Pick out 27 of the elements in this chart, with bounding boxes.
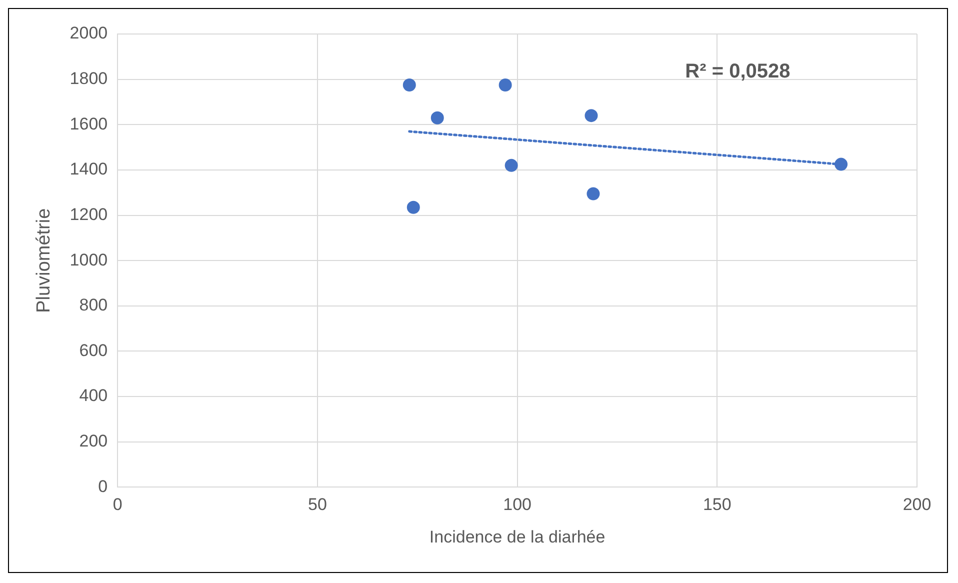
point	[406, 200, 420, 214]
y-tick-label: 1600	[70, 114, 108, 134]
point	[430, 111, 444, 124]
y-tick-label: 1800	[70, 69, 108, 88]
point	[584, 109, 598, 122]
y-tick-label: 1200	[70, 204, 108, 224]
y-axis-title: Pluviométrie	[34, 208, 55, 313]
x-axis-title: Incidence de la diarhée	[429, 527, 606, 546]
y-tick-label: 2000	[70, 24, 108, 43]
y-tick-label: 600	[79, 340, 108, 360]
x-tick-label: 150	[702, 495, 732, 514]
y-tick-label: 1400	[70, 160, 108, 179]
point	[834, 158, 848, 171]
x-tick-label: 50	[308, 495, 327, 514]
x-tick-label: 100	[503, 495, 532, 514]
y-tick-label: 1000	[70, 250, 108, 270]
point	[586, 187, 600, 200]
y-tick-label: 400	[79, 386, 108, 406]
x-tick-label: 0	[112, 495, 122, 514]
x-tick-label: 200	[902, 495, 932, 514]
point	[498, 78, 512, 92]
annotation: R² = 0,0528	[685, 60, 790, 83]
point	[504, 158, 518, 172]
y-tick-label: 800	[79, 296, 108, 315]
y-tick-label: 0	[98, 476, 108, 496]
point	[402, 78, 416, 92]
y-tick-label: 200	[79, 432, 108, 451]
